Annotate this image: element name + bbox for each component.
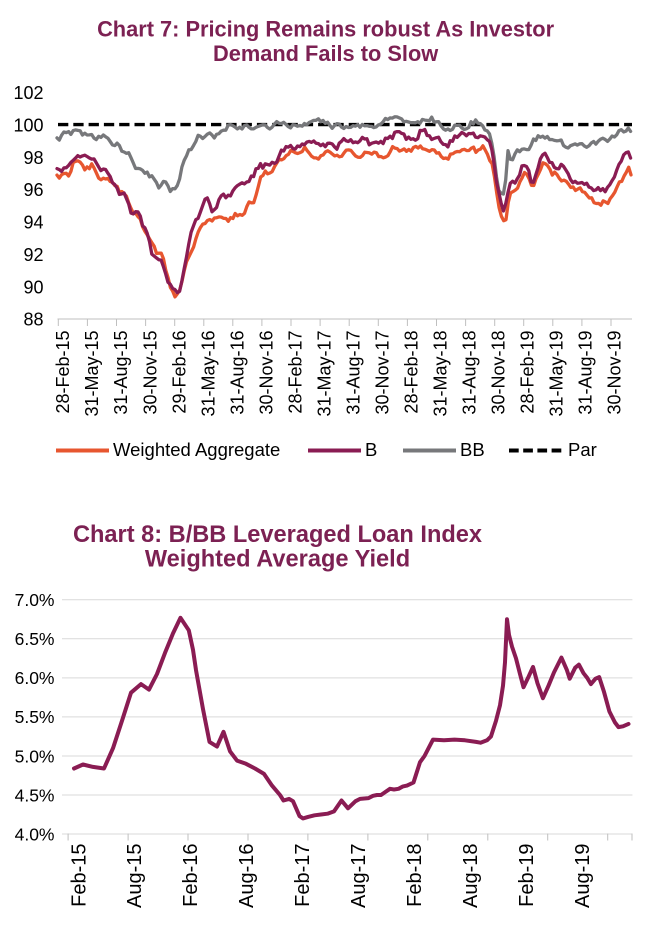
svg-text:Demand Fails to Slow: Demand Fails to Slow xyxy=(213,41,438,66)
svg-text:100: 100 xyxy=(13,115,43,135)
svg-text:Par: Par xyxy=(568,439,597,460)
svg-text:30-Nov-19: 30-Nov-19 xyxy=(605,331,625,415)
svg-text:28-Feb-19: 28-Feb-19 xyxy=(518,331,538,414)
svg-text:4.5%: 4.5% xyxy=(15,785,55,805)
svg-text:Aug-16: Aug-16 xyxy=(236,844,258,909)
svg-text:Aug-19: Aug-19 xyxy=(572,844,594,909)
svg-text:Weighted Aggregate: Weighted Aggregate xyxy=(113,439,280,460)
svg-text:6.0%: 6.0% xyxy=(15,668,55,688)
svg-text:31-Aug-17: 31-Aug-17 xyxy=(343,331,363,415)
svg-text:30-Nov-17: 30-Nov-17 xyxy=(372,331,392,415)
svg-text:98: 98 xyxy=(23,148,43,168)
svg-text:31-May-15: 31-May-15 xyxy=(82,331,102,417)
svg-text:94: 94 xyxy=(23,213,43,233)
svg-text:Aug-15: Aug-15 xyxy=(124,844,146,909)
svg-text:90: 90 xyxy=(23,277,43,297)
svg-text:102: 102 xyxy=(13,83,43,103)
svg-text:BB: BB xyxy=(460,439,485,460)
svg-text:30-Nov-15: 30-Nov-15 xyxy=(140,331,160,415)
svg-text:Chart 7: Pricing Remains robus: Chart 7: Pricing Remains robust As Inves… xyxy=(97,17,555,42)
svg-text:Aug-17: Aug-17 xyxy=(348,844,370,909)
svg-text:28-Feb-18: 28-Feb-18 xyxy=(401,331,421,414)
svg-text:31-Aug-15: 31-Aug-15 xyxy=(111,331,131,415)
svg-text:96: 96 xyxy=(23,180,43,200)
svg-text:29-Feb-16: 29-Feb-16 xyxy=(169,331,189,414)
svg-text:31-May-19: 31-May-19 xyxy=(547,331,567,417)
svg-text:31-Aug-16: 31-Aug-16 xyxy=(227,331,247,415)
svg-text:30-Nov-18: 30-Nov-18 xyxy=(489,331,509,415)
svg-text:5.0%: 5.0% xyxy=(15,746,55,766)
svg-text:4.0%: 4.0% xyxy=(15,824,55,844)
svg-text:30-Nov-16: 30-Nov-16 xyxy=(256,331,276,415)
svg-text:Aug-18: Aug-18 xyxy=(460,844,482,909)
svg-text:31-Aug-19: 31-Aug-19 xyxy=(576,331,596,415)
svg-text:Weighted Average Yield: Weighted Average Yield xyxy=(145,547,410,573)
svg-text:92: 92 xyxy=(23,245,43,265)
svg-text:Chart 8: B/BB Leveraged Loan I: Chart 8: B/BB Leveraged Loan Index xyxy=(73,522,482,548)
svg-text:6.5%: 6.5% xyxy=(15,629,55,649)
svg-text:31-May-17: 31-May-17 xyxy=(314,331,334,417)
svg-text:7.0%: 7.0% xyxy=(15,590,55,610)
svg-text:B: B xyxy=(365,439,377,460)
svg-text:31-May-18: 31-May-18 xyxy=(431,331,451,417)
svg-text:28-Feb-15: 28-Feb-15 xyxy=(53,331,73,414)
svg-text:Feb-17: Feb-17 xyxy=(292,844,314,907)
svg-text:31-May-16: 31-May-16 xyxy=(198,331,218,417)
svg-text:Feb-16: Feb-16 xyxy=(180,844,202,907)
svg-text:Feb-15: Feb-15 xyxy=(68,844,90,907)
svg-text:5.5%: 5.5% xyxy=(15,707,55,727)
svg-text:Feb-19: Feb-19 xyxy=(516,844,538,907)
svg-text:31-Aug-18: 31-Aug-18 xyxy=(460,331,480,415)
svg-text:28-Feb-17: 28-Feb-17 xyxy=(285,331,305,414)
svg-text:Feb-18: Feb-18 xyxy=(404,844,426,907)
svg-text:88: 88 xyxy=(23,310,43,330)
